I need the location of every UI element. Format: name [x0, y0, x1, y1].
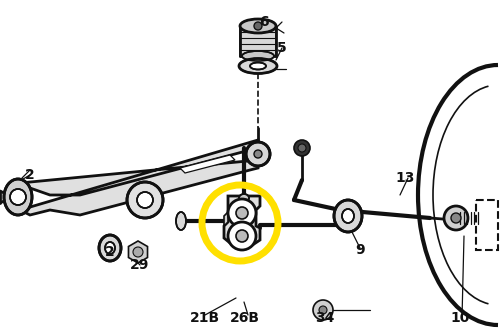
Circle shape: [10, 189, 26, 205]
Text: 2: 2: [105, 245, 115, 259]
Circle shape: [137, 192, 153, 208]
Circle shape: [228, 199, 256, 227]
Polygon shape: [128, 241, 148, 263]
Text: 29: 29: [130, 258, 150, 272]
Polygon shape: [180, 155, 235, 173]
Ellipse shape: [176, 212, 186, 230]
Circle shape: [313, 300, 333, 320]
Ellipse shape: [250, 63, 266, 70]
Circle shape: [133, 247, 143, 257]
Ellipse shape: [342, 209, 354, 223]
Ellipse shape: [239, 59, 277, 73]
Polygon shape: [224, 196, 260, 248]
Ellipse shape: [240, 19, 276, 33]
Circle shape: [236, 230, 248, 242]
Text: 21B: 21B: [190, 311, 220, 325]
Circle shape: [254, 22, 262, 30]
Text: 26B: 26B: [230, 311, 260, 325]
Ellipse shape: [334, 200, 362, 232]
Polygon shape: [20, 140, 258, 215]
Text: 10: 10: [450, 311, 469, 325]
Circle shape: [451, 213, 461, 223]
Circle shape: [254, 150, 262, 158]
Circle shape: [127, 182, 163, 218]
Circle shape: [246, 142, 270, 166]
Circle shape: [236, 207, 248, 219]
Ellipse shape: [4, 179, 32, 215]
Circle shape: [228, 222, 256, 250]
Text: 2: 2: [25, 168, 35, 182]
Text: 34: 34: [316, 311, 334, 325]
Text: 5: 5: [277, 41, 287, 55]
Polygon shape: [240, 26, 276, 56]
Circle shape: [444, 206, 468, 230]
Ellipse shape: [99, 235, 121, 261]
Text: 13: 13: [396, 171, 414, 185]
Circle shape: [319, 306, 327, 314]
Ellipse shape: [242, 51, 274, 61]
Circle shape: [294, 140, 310, 156]
Text: 6: 6: [259, 15, 269, 29]
Ellipse shape: [105, 242, 115, 254]
Text: 9: 9: [355, 243, 365, 257]
Ellipse shape: [239, 194, 249, 202]
Polygon shape: [224, 212, 228, 226]
Circle shape: [298, 144, 306, 152]
